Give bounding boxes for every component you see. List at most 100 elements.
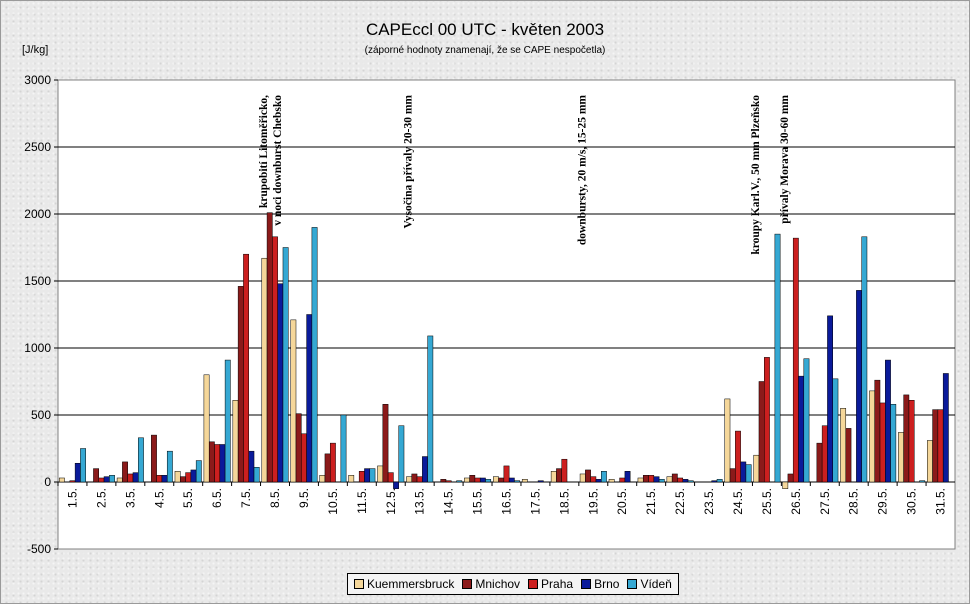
x-tick-label: 17.5. bbox=[528, 488, 542, 515]
bar-mnichov-19.5. bbox=[585, 469, 591, 483]
bar-brno-24.5. bbox=[740, 461, 747, 483]
bar-praha-2.5. bbox=[98, 477, 105, 483]
bar-vídeň-29.5. bbox=[890, 404, 897, 483]
x-tick-label: 5.5. bbox=[181, 488, 195, 508]
bar-brno-1.5. bbox=[74, 462, 81, 483]
bar-praha-26.5. bbox=[792, 237, 799, 483]
annotation-25.5.: kroupy Karl.V., 50 mm Plzeňsko bbox=[750, 95, 762, 255]
bar-vídeň-28.5. bbox=[861, 236, 868, 483]
x-tick-label: 29.5. bbox=[876, 488, 890, 515]
bar-kuemmersbruck-30.5. bbox=[898, 432, 904, 483]
bar-brno-29.5. bbox=[885, 359, 891, 483]
bar-praha-19.5. bbox=[590, 476, 597, 483]
y-tick-labels: -500 0 500 1000 1500 2000 2500 3000 bbox=[24, 73, 58, 556]
x-tick-label: 25.5. bbox=[760, 488, 774, 515]
x-tick-label: 27.5. bbox=[818, 488, 832, 515]
bar-kuemmersbruck-10.5. bbox=[319, 475, 326, 483]
bar-mnichov-14.5. bbox=[440, 479, 447, 483]
bar-praha-29.5. bbox=[879, 402, 886, 483]
x-tick-label: 22.5. bbox=[673, 488, 687, 515]
bar-brno-9.5. bbox=[306, 314, 313, 483]
bar-brno-8.5. bbox=[277, 283, 284, 483]
bar-mnichov-9.5. bbox=[295, 413, 302, 483]
bar-kuemmersbruck-8.5. bbox=[261, 257, 268, 483]
bar-brno-23.5. bbox=[711, 480, 718, 483]
bar-vídeň-9.5. bbox=[311, 227, 318, 483]
bar-brno-2.5. bbox=[103, 476, 110, 483]
bar-vídeň-8.5. bbox=[282, 247, 289, 483]
bar-kuemmersbruck-29.5. bbox=[869, 390, 875, 483]
bar-praha-21.5. bbox=[648, 475, 655, 483]
x-tick-label: 7.5. bbox=[239, 488, 253, 508]
bar-mnichov-4.5. bbox=[151, 434, 157, 483]
bar-mnichov-31.5. bbox=[932, 409, 939, 483]
legend-label: Brno bbox=[594, 577, 620, 591]
bar-mnichov-3.5. bbox=[122, 461, 128, 483]
legend-item-mnichov: Mnichov bbox=[462, 577, 520, 591]
bar-mnichov-25.5. bbox=[758, 381, 765, 483]
bar-praha-9.5. bbox=[301, 433, 307, 483]
bar-kuemmersbruck-21.5. bbox=[637, 477, 644, 483]
bar-vídeň-24.5. bbox=[745, 464, 752, 483]
y-tick-label: 2000 bbox=[24, 207, 51, 221]
bar-brno-15.5. bbox=[479, 477, 486, 483]
bar-praha-25.5. bbox=[764, 357, 770, 483]
bar-kuemmersbruck-18.5. bbox=[550, 471, 557, 483]
bar-brno-28.5. bbox=[856, 290, 862, 483]
x-tick-label: 10.5. bbox=[326, 488, 340, 515]
bar-kuemmersbruck-22.5. bbox=[666, 476, 673, 483]
y-tick-label: 3000 bbox=[24, 73, 51, 87]
bar-praha-22.5. bbox=[677, 477, 684, 483]
x-tick-label: 4.5. bbox=[152, 488, 166, 508]
bar-kuemmersbruck-9.5. bbox=[290, 319, 297, 483]
bar-brno-19.5. bbox=[595, 479, 602, 483]
bar-vídeň-26.5. bbox=[803, 358, 810, 483]
legend-item-vídeň: Vídeň bbox=[627, 577, 672, 591]
x-tick-label: 23.5. bbox=[702, 488, 716, 515]
x-tick-label: 12.5. bbox=[384, 488, 398, 515]
bar-praha-11.5. bbox=[358, 471, 365, 483]
bar-kuemmersbruck-28.5. bbox=[840, 408, 847, 483]
x-tick-label: 14.5. bbox=[442, 488, 456, 515]
bar-kuemmersbruck-3.5. bbox=[116, 477, 123, 483]
bar-mnichov-7.5. bbox=[237, 286, 244, 483]
bar-vídeň-13.5. bbox=[427, 335, 434, 483]
x-tick-label: 18.5. bbox=[557, 488, 571, 515]
bar-kuemmersbruck-15.5. bbox=[464, 477, 470, 483]
bar-vídeň-5.5. bbox=[195, 460, 202, 483]
bar-mnichov-21.5. bbox=[642, 475, 649, 483]
bar-praha-4.5. bbox=[156, 475, 163, 483]
bar-kuemmersbruck-11.5. bbox=[348, 475, 355, 483]
annotation-8.5.: krupobití Litoměřicko, bbox=[258, 95, 270, 208]
y-tick-label: -500 bbox=[27, 542, 51, 556]
bar-praha-7.5. bbox=[243, 253, 249, 483]
bar-vídeň-12.5. bbox=[398, 425, 405, 483]
x-tick-label: 9.5. bbox=[297, 488, 311, 508]
bar-mnichov-10.5. bbox=[324, 453, 331, 483]
bar-praha-8.5. bbox=[272, 236, 278, 483]
bar-mnichov-5.5. bbox=[180, 476, 186, 483]
bar-praha-13.5. bbox=[416, 476, 423, 483]
bar-vídeň-7.5. bbox=[253, 467, 260, 483]
x-tick-label: 1.5. bbox=[65, 488, 79, 508]
bar-kuemmersbruck-19.5. bbox=[579, 473, 586, 483]
x-tick-label: 6.5. bbox=[210, 488, 224, 508]
bar-mnichov-16.5. bbox=[498, 477, 505, 483]
bar-kuemmersbruck-5.5. bbox=[174, 471, 181, 483]
bar-praha-27.5. bbox=[821, 425, 828, 483]
bar-vídeň-6.5. bbox=[224, 359, 231, 483]
y-tick-label: 1000 bbox=[24, 341, 51, 355]
bar-praha-5.5. bbox=[185, 472, 192, 483]
legend-item-kuemmersbruck: Kuemmersbruck bbox=[354, 577, 454, 591]
bar-brno-26.5. bbox=[798, 375, 805, 483]
legend-label: Praha bbox=[541, 577, 574, 591]
legend-label: Kuemmersbruck bbox=[367, 577, 455, 591]
x-tick-label: 13.5. bbox=[413, 488, 427, 515]
bar-mnichov-30.5. bbox=[903, 394, 910, 483]
bar-vídeň-23.5. bbox=[716, 479, 723, 483]
bar-mnichov-28.5. bbox=[845, 428, 852, 483]
bar-kuemmersbruck-17.5. bbox=[521, 479, 528, 483]
bar-brno-21.5. bbox=[653, 476, 660, 483]
bar-vídeň-11.5. bbox=[369, 468, 376, 483]
bar-kuemmersbruck-7.5. bbox=[232, 400, 239, 483]
